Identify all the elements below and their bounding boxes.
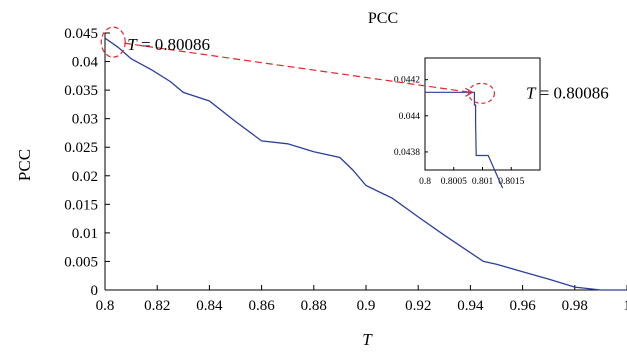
inset-x-tick-label: 0.8015 [498, 177, 524, 187]
y-tick-label: 0.02 [72, 169, 98, 185]
y-axis-label: PCC [15, 149, 34, 181]
inset-chart: 0.8 0.8005 0.801 0.8015 0.0438 0.044 0.0442 [394, 57, 541, 189]
x-tick-label: 0.86 [248, 298, 275, 314]
x-tick-label: 0.88 [301, 298, 327, 314]
x-tick-label: 0.98 [562, 298, 588, 314]
y-tick-label: 0.025 [64, 140, 98, 156]
inset-frame [424, 57, 541, 171]
x-axis-label: T [362, 330, 373, 349]
zoom-connector-line [124, 42, 471, 93]
y-tick-label: 0.03 [72, 112, 98, 128]
x-tick-label: 0.92 [405, 298, 431, 314]
zoom-arrow-head [465, 87, 474, 97]
main-series [104, 37, 627, 291]
inset-x-tick-label: 0.801 [472, 177, 494, 187]
x-tick-label: 0.94 [457, 298, 484, 314]
y-tick-label: 0.045 [64, 26, 98, 42]
x-tick-label: 1 [623, 298, 627, 314]
inset-highlight-ellipse [467, 82, 496, 104]
y-tick-label: 0.01 [72, 226, 98, 242]
x-tick-label: 0.9 [357, 298, 376, 314]
main-annotation-label: T = 0.80086 [127, 35, 210, 54]
pcc-series-line [104, 37, 627, 291]
x-tick-label: 0.84 [196, 298, 223, 314]
chart-title: PCC [368, 10, 398, 27]
y-tick-label: 0.04 [72, 55, 99, 71]
inset-y-tick-label: 0.0438 [394, 148, 420, 158]
inset-y-tick-label: 0.044 [399, 112, 421, 122]
y-tick-label: 0 [91, 283, 99, 299]
inset-x-tick-label: 0.8005 [441, 177, 467, 187]
x-tick-label: 0.82 [144, 298, 170, 314]
inset-y-tick-label: 0.0442 [394, 76, 420, 86]
inset-x-tick-label: 0.8 [419, 177, 431, 187]
inset-annotation-label: T = 0.80086 [526, 83, 609, 102]
y-tick-label: 0.035 [64, 83, 98, 99]
main-highlight-ellipse [100, 26, 126, 58]
annotations: T = 0.80086 T = 0.80086 [100, 26, 609, 104]
main-axes: 0.8 0.82 0.84 0.86 0.88 0.9 0.92 0.94 0.96 0.98 1 0… [64, 26, 627, 314]
y-tick-label: 0.015 [64, 197, 98, 213]
x-tick-label: 0.8 [96, 298, 115, 314]
y-tick-label: 0.005 [64, 254, 98, 270]
x-tick-label: 0.96 [509, 298, 536, 314]
